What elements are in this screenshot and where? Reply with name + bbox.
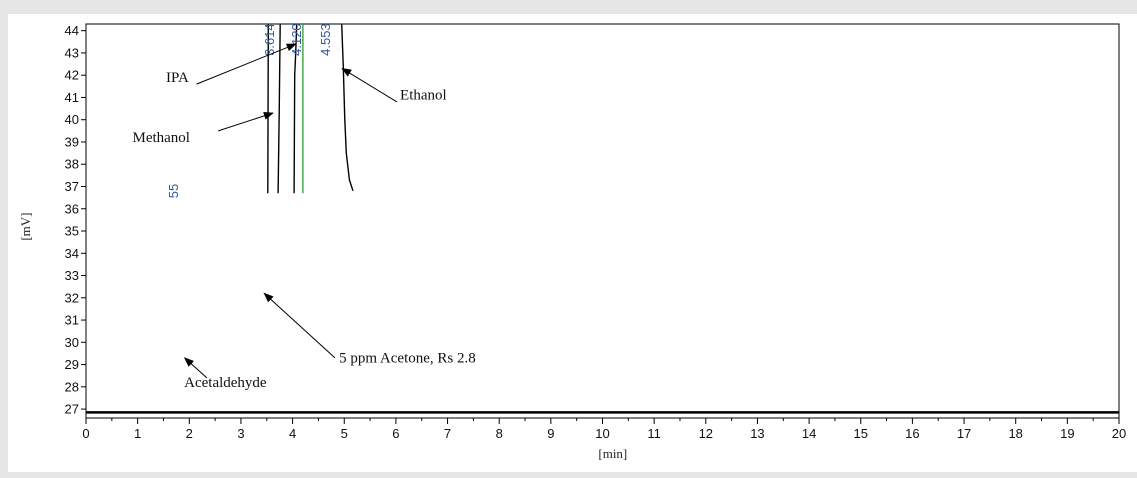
annotation-label: IPA: [166, 70, 189, 86]
y-tick-label: 42: [65, 68, 79, 83]
chart-panel: 3.614 4.120 4.553 55 IPA Methanol Ethanol 5 ppm…: [8, 14, 1137, 472]
x-tick-label: 18: [1008, 426, 1022, 441]
x-tick-label: 17: [957, 426, 971, 441]
x-tick-label: 7: [444, 426, 451, 441]
y-tick-label: 34: [65, 246, 79, 261]
y-tick-label: 32: [65, 290, 79, 305]
peak-trace-2: [277, 23, 281, 194]
y-tick-label: 29: [65, 357, 79, 372]
y-tick-label: 40: [65, 112, 79, 127]
y-tick-label: 36: [65, 201, 79, 216]
x-tick-label: 3: [237, 426, 244, 441]
y-tick-label: 28: [65, 379, 79, 394]
x-tick-label: 15: [854, 426, 868, 441]
y-tick-label: 41: [65, 90, 79, 105]
y-tick-label: 27: [65, 402, 79, 417]
x-tick-label: 4: [289, 426, 296, 441]
annotation-arrow: [196, 43, 297, 85]
peak-trace-1: [267, 23, 269, 194]
peak-label: 3.614: [262, 23, 277, 56]
y-tick-label: 37: [65, 179, 79, 194]
y-tick-label: 33: [65, 268, 79, 283]
annotation-label: Methanol: [132, 130, 190, 146]
peak-trace-5: [341, 23, 354, 192]
x-tick-label: 19: [1060, 426, 1074, 441]
x-axis-title: [min]: [598, 446, 627, 461]
x-tick-label: 5: [341, 426, 348, 441]
x-tick-label: 11: [647, 426, 661, 441]
y-axis-title: [mV]: [18, 212, 33, 240]
annotation-label: 5 ppm Acetone, Rs 2.8: [339, 350, 476, 366]
x-tick-label: 2: [186, 426, 193, 441]
y-tick-label: 31: [65, 313, 79, 328]
x-tick-label: 1: [134, 426, 141, 441]
x-tick-label: 9: [547, 426, 554, 441]
plot-frame: [85, 23, 1120, 419]
annotation-arrow: [341, 67, 398, 103]
x-tick-label: 20: [1112, 426, 1126, 441]
y-tick-label: 43: [65, 45, 79, 60]
x-tick-label: 14: [802, 426, 816, 441]
peak-trace-3: [293, 23, 298, 194]
y-tick-label: 44: [65, 23, 79, 38]
annotation-label: Ethanol: [400, 88, 447, 104]
plot-area: [85, 23, 1120, 419]
x-tick-label: 8: [496, 426, 503, 441]
peak-label: 55: [166, 184, 181, 198]
chromatogram-chart: 3.614 4.120 4.553 55 IPA Methanol Ethanol 5 ppm…: [18, 23, 1127, 461]
x-tick-label: 0: [82, 426, 89, 441]
x-tick-label: 12: [699, 426, 713, 441]
y-tick-label: 35: [65, 224, 79, 239]
annotation-arrow: [263, 292, 336, 359]
annotation-arrow: [183, 357, 208, 379]
axes-layer: 0 1 2 3 4 5 6 7 8 9 10 11 12 13 14 15 16 17 18 19 2027282930…: [65, 23, 1127, 441]
y-tick-label: 38: [65, 157, 79, 172]
peak-label: 4.120: [289, 23, 304, 56]
x-tick-label: 10: [595, 426, 609, 441]
series-layer: [86, 23, 1119, 414]
annotation-label: Acetaldehyde: [184, 375, 267, 391]
peak-label: 4.553: [318, 23, 333, 56]
x-tick-label: 16: [905, 426, 919, 441]
label-layer: 3.614 4.120 4.553 55 IPA Methanol Ethanol 5 ppm…: [132, 23, 475, 391]
y-tick-label: 30: [65, 335, 79, 350]
annotation-arrow: [218, 112, 274, 132]
y-tick-label: 39: [65, 134, 79, 149]
x-tick-label: 6: [392, 426, 399, 441]
x-tick-label: 13: [750, 426, 764, 441]
